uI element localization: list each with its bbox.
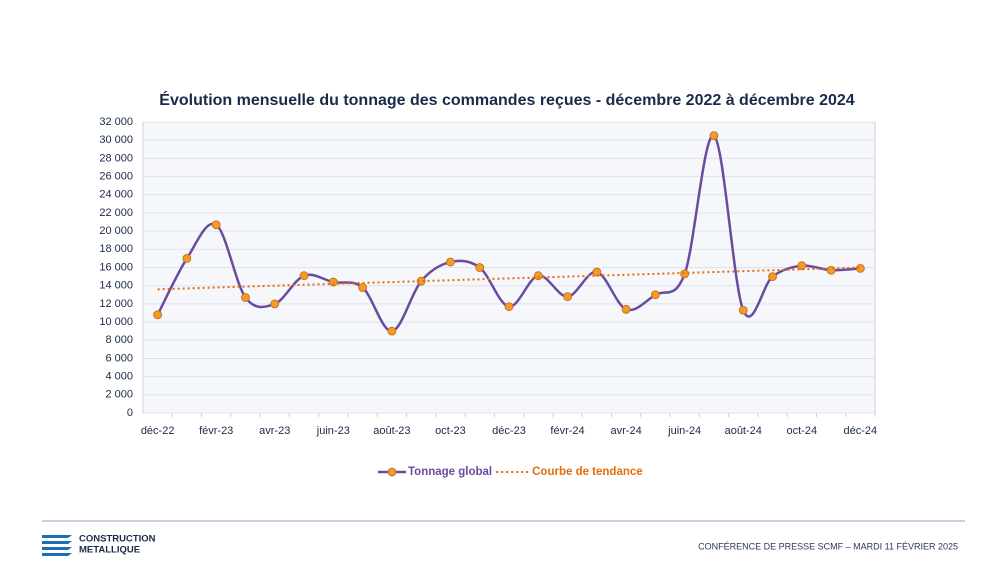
logo-text: METALLIQUE [79,545,140,556]
data-point [241,293,250,302]
data-point [797,261,807,271]
y-tick-label: 22 000 [99,207,133,219]
x-tick-label: août-24 [725,425,762,437]
data-point [475,263,485,272]
data-point [533,271,543,281]
logo-icon [42,535,72,556]
trend-line [157,266,861,291]
data-point [738,305,748,315]
footer-caption: CONFÉRENCE DE PRESSE SCMF – MARDI 11 FÉV… [698,541,958,551]
legend-label: Courbe de tendance [532,466,643,478]
data-point [153,310,163,320]
data-point [211,220,221,230]
x-tick-label: déc-24 [844,425,878,437]
y-tick-label: 6 000 [105,352,133,364]
data-point [387,326,397,336]
data-point [563,292,572,302]
x-tick-label: avr-24 [611,425,642,437]
data-point [855,264,865,273]
data-point [416,276,426,286]
x-tick-label: oct-24 [787,425,818,437]
data-point [358,283,368,292]
y-tick-label: 20 000 [99,225,133,237]
data-point [680,269,690,279]
data-point [446,257,455,267]
y-tick-label: 30 000 [99,134,133,146]
x-tick-label: juin-23 [316,425,350,437]
y-tick-label: 12 000 [99,298,133,310]
data-point [182,254,192,263]
x-tick-label: févr-24 [550,425,584,437]
data-point [621,304,631,314]
legend-swatch [387,467,397,477]
y-tick-label: 4 000 [105,371,133,383]
y-tick-label: 32 000 [99,116,133,128]
y-tick-label: 28 000 [99,152,133,164]
y-tick-label: 24 000 [99,189,133,201]
logo-text: CONSTRUCTION [79,534,156,545]
y-tick-label: 14 000 [99,280,133,292]
y-tick-label: 26 000 [99,170,133,182]
data-point [299,271,309,281]
y-tick-label: 18 000 [99,243,133,255]
y-tick-label: 0 [127,407,133,419]
data-point [709,131,719,141]
x-tick-label: juin-24 [667,425,701,437]
x-tick-label: févr-23 [199,425,233,437]
data-point [592,267,602,277]
x-tick-label: déc-23 [492,425,526,437]
x-tick-label: oct-23 [435,425,466,437]
data-point [651,290,660,300]
data-point [328,277,338,287]
data-point [768,272,777,281]
y-tick-label: 8 000 [105,334,133,346]
legend-label: Tonnage global [408,466,492,478]
x-tick-label: août-23 [373,425,410,437]
x-tick-label: déc-22 [141,425,175,437]
y-tick-label: 10 000 [99,316,133,328]
data-point [270,299,280,309]
chart-title: Évolution mensuelle du tonnage des comma… [159,90,854,109]
y-tick-label: 16 000 [99,261,133,273]
data-point [504,302,514,312]
y-tick-label: 2 000 [105,389,133,401]
x-tick-label: avr-23 [259,425,290,437]
